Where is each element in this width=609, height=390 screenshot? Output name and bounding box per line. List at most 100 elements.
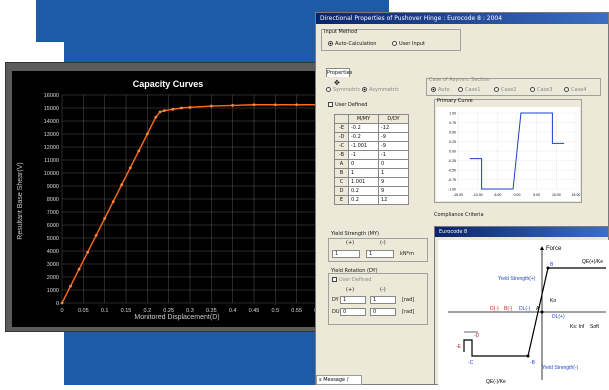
table-cell[interactable]: 12: [378, 195, 409, 205]
table-cell[interactable]: -9: [378, 132, 409, 142]
tab-properties[interactable]: Properties: [326, 68, 353, 77]
point-b-label: B: [550, 262, 554, 268]
dy-minus-input[interactable]: 1: [370, 296, 396, 304]
y-tick-label: 0: [56, 301, 59, 307]
table-row: -B -1 -1: [334, 150, 409, 160]
my-unit-label: kN*m: [400, 251, 415, 257]
du-label: DU: [332, 309, 340, 315]
table-cell[interactable]: 0.2: [348, 195, 379, 205]
table-cell[interactable]: 1: [378, 168, 409, 178]
y-tick-label: 3000: [47, 262, 59, 268]
x-tick-label: 0.5: [272, 308, 280, 314]
table-row: C 1.001 9: [334, 177, 409, 187]
y-tick-label: 10000: [44, 171, 59, 177]
table-row: E 0.2 12: [334, 195, 409, 205]
row-label: -B: [334, 150, 349, 160]
capacity-data-point: [231, 104, 235, 107]
table-cell[interactable]: -1.001: [348, 141, 379, 151]
primary-curve-line: [469, 112, 565, 190]
capacity-data-point: [94, 234, 98, 237]
table-cell[interactable]: -1: [378, 150, 409, 160]
case3-radio[interactable]: Case3: [530, 87, 552, 93]
pc-y-tick-label: 0.50: [449, 131, 456, 135]
soft-label: Soft: [590, 324, 600, 330]
y-tick-label: 8000: [47, 197, 59, 203]
table-cell[interactable]: 1.001: [348, 177, 379, 187]
y-tick-label: 13000: [44, 132, 59, 138]
x-tick-label: 0.45: [249, 308, 260, 314]
user-defined-checkbox[interactable]: User Defined: [328, 102, 367, 108]
hinge-table: M/MY D/DY -E -0.2 -12 -D -0.2 -9 -C -1.001 -9 -B -…: [334, 114, 409, 205]
yield-strength-minus-label: Yield Strength(-): [542, 365, 579, 371]
table-header-row: M/MY D/DY: [334, 114, 409, 124]
asymmetric-radio[interactable]: Asymmetric: [362, 87, 399, 93]
b-minus-label: B(-): [504, 306, 513, 312]
table-cell[interactable]: 0: [378, 159, 409, 169]
capacity-data-point: [145, 132, 149, 136]
table-cell[interactable]: -0.2: [348, 132, 379, 142]
capacity-data-point: [188, 105, 192, 109]
dy-minus-header: (-): [380, 287, 386, 293]
messages-tab[interactable]: s Message /: [316, 375, 362, 385]
ratio-plus-label: QE(+)/Ke: [582, 259, 603, 265]
dialog-title-bar: Directional Properties of Pushover Hinge…: [316, 13, 608, 24]
chart-title: Capacity Curves: [133, 79, 204, 89]
table-cell[interactable]: 0.2: [348, 186, 379, 196]
input-method-group: [321, 29, 461, 51]
row-label: D: [334, 186, 349, 196]
background-panel-top: [36, 0, 96, 42]
case-group: [426, 78, 601, 96]
du-plus-input[interactable]: 0: [340, 308, 366, 316]
case-auto-radio[interactable]: Auto: [431, 87, 450, 93]
point-neg-e-label: -E: [456, 344, 462, 350]
table-cell[interactable]: -0.2: [348, 123, 379, 133]
case1-radio[interactable]: Case1: [458, 87, 480, 93]
table-cell[interactable]: -9: [378, 141, 409, 151]
yield-strength-group: [328, 238, 428, 262]
table-cell[interactable]: -12: [378, 123, 409, 133]
capacity-curves-window: Capacity Curves Resultant Base Shear(V) …: [5, 62, 331, 332]
my-plus-input[interactable]: 1: [332, 250, 360, 258]
pc-x-tick-label: -5.00: [493, 193, 501, 197]
table-cell[interactable]: 9: [378, 186, 409, 196]
row-label: B: [334, 168, 349, 178]
table-cell[interactable]: -1: [348, 150, 379, 160]
auto-calculation-radio[interactable]: Auto-Calculation: [328, 41, 376, 47]
y-tick-label: 4000: [47, 249, 59, 255]
my-minus-input[interactable]: 1: [366, 250, 394, 258]
pc-x-tick-label: 10.00: [552, 193, 561, 197]
y-tick-label: 15000: [44, 106, 59, 112]
table-cell[interactable]: 0: [348, 159, 379, 169]
symmetric-radio[interactable]: Symmetric: [326, 87, 360, 93]
yield-strength-plus-label: Yield Strength(+): [498, 276, 536, 282]
user-defined-rotation-checkbox[interactable]: User Defined: [332, 277, 371, 283]
x-tick-label: 0.2: [144, 308, 152, 314]
row-label: -C: [334, 141, 349, 151]
dl-minus-label: DL(-): [519, 306, 531, 312]
case4-radio[interactable]: Case4: [564, 87, 586, 93]
eurocode-diagram-window: Eurocode 8 Force Yield Strength(+) Yield…: [434, 226, 609, 386]
d-minus-label: D(-): [490, 306, 499, 312]
x-axis-label: Monitored Displacement(D): [134, 314, 219, 321]
row-label: A: [334, 159, 349, 169]
case2-radio[interactable]: Case2: [494, 87, 516, 93]
yield-strength-label: Yield Strength (MY): [331, 231, 379, 237]
point-neg-b-label: -B: [530, 360, 536, 366]
yield-rotation-group: [328, 273, 428, 325]
table-cell[interactable]: 9: [378, 177, 409, 187]
ratio-minus-label: QE(-)/Ke: [486, 379, 506, 385]
dy-plus-input[interactable]: 1: [340, 296, 366, 304]
x-tick-label: 0.4: [229, 308, 237, 314]
dy-plus-header: (+): [346, 287, 355, 293]
primary-curve-label: Primary Curve: [437, 98, 473, 104]
capacity-data-point: [77, 267, 81, 271]
table-cell[interactable]: 1: [348, 168, 379, 178]
du-unit-label: [rad]: [402, 309, 415, 315]
y-tick-label: 9000: [47, 184, 59, 190]
user-input-radio[interactable]: User Input: [392, 41, 425, 47]
du-minus-input[interactable]: 0: [370, 308, 396, 316]
capacity-data-point: [103, 217, 107, 220]
y-tick-label: 11000: [44, 158, 59, 164]
table-row: D 0.2 9: [334, 186, 409, 196]
